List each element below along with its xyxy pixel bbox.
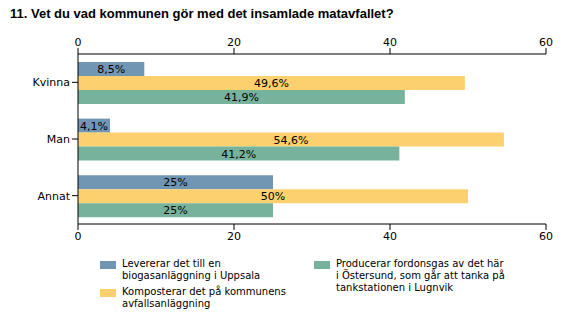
svg-text:Annat: Annat <box>37 190 70 203</box>
html-text:11. Vet du vad kommunen gör me: 11. Vet du vad kommunen gör med det insa… <box>10 6 394 21</box>
svg-text:0: 0 <box>75 230 82 243</box>
svg-text:41,2%: 41,2% <box>221 148 256 161</box>
svg-text:50%: 50% <box>261 190 285 203</box>
svg-text:25%: 25% <box>163 204 187 217</box>
svg-text:20: 20 <box>227 36 241 49</box>
svg-text:8,5%: 8,5% <box>97 63 125 76</box>
svg-text:41,9%: 41,9% <box>224 91 259 104</box>
svg-text:20: 20 <box>227 230 241 243</box>
svg-text:60: 60 <box>539 230 553 243</box>
svg-text:25%: 25% <box>163 176 187 189</box>
svg-text:40: 40 <box>383 230 397 243</box>
svg-text:Kvinna: Kvinna <box>33 76 70 89</box>
svg-text:Man: Man <box>47 133 70 146</box>
svg-text:0: 0 <box>75 36 82 49</box>
html-text:Komposterar det på kommunens a: Komposterar det på kommunens avfallsanlä… <box>122 286 286 309</box>
svg-text:60: 60 <box>539 36 553 49</box>
svg-text:54,6%: 54,6% <box>273 134 308 147</box>
svg-text:49,6%: 49,6% <box>254 77 289 90</box>
svg-text:40: 40 <box>383 36 397 49</box>
html-text:Producerar fordonsgas av det h: Producerar fordonsgas av det här i Öster… <box>336 258 505 293</box>
html-text:Levererar det till en biogasan: Levererar det till en biogasanläggning i… <box>122 258 261 281</box>
svg-text:4,1%: 4,1% <box>80 120 108 133</box>
